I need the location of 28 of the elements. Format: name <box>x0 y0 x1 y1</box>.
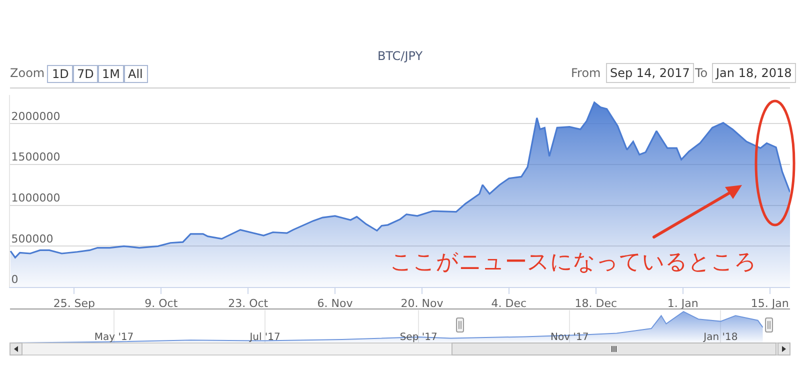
x-tick-label: 15. Jan <box>750 297 789 310</box>
annotation: ここがニュースになっているところ <box>390 250 757 275</box>
x-tick-label: 20. Nov <box>400 297 444 310</box>
x-tick-label: 9. Oct <box>144 297 178 310</box>
x-tick-label: 4. Dec <box>491 297 527 310</box>
x-tick-label: 23. Oct <box>228 297 269 310</box>
x-tick-label: 1. Jan <box>667 297 698 310</box>
x-tick-label: 25. Sep <box>53 297 96 310</box>
y-tick-label: 1000000 <box>11 191 60 204</box>
chart-title: BTC/JPY <box>377 49 424 64</box>
text: Jan 18, 2018 <box>712 63 796 83</box>
x-tick-label: 18. Dec <box>574 297 618 310</box>
y-tick-label: 500000 <box>11 232 54 246</box>
x-tick-label: Jul '17 <box>248 332 280 343</box>
text: 1D <box>47 65 74 83</box>
y-tick-label: 0 <box>11 273 18 286</box>
y-tick-label: 1500000 <box>11 150 60 164</box>
text: All <box>123 65 148 83</box>
x-tick-label: 6. Nov <box>317 297 354 310</box>
text: From <box>571 65 601 81</box>
text: 7D <box>72 65 99 83</box>
text: Sep 14, 2017 <box>606 63 694 83</box>
text: Zoom <box>10 65 45 81</box>
x-tick-label: May '17 <box>94 332 134 343</box>
x-tick-label: Jan '18 <box>702 332 738 343</box>
y-tick-label: 2000000 <box>11 110 60 123</box>
text: 1M <box>97 65 125 83</box>
text: To <box>695 65 708 81</box>
